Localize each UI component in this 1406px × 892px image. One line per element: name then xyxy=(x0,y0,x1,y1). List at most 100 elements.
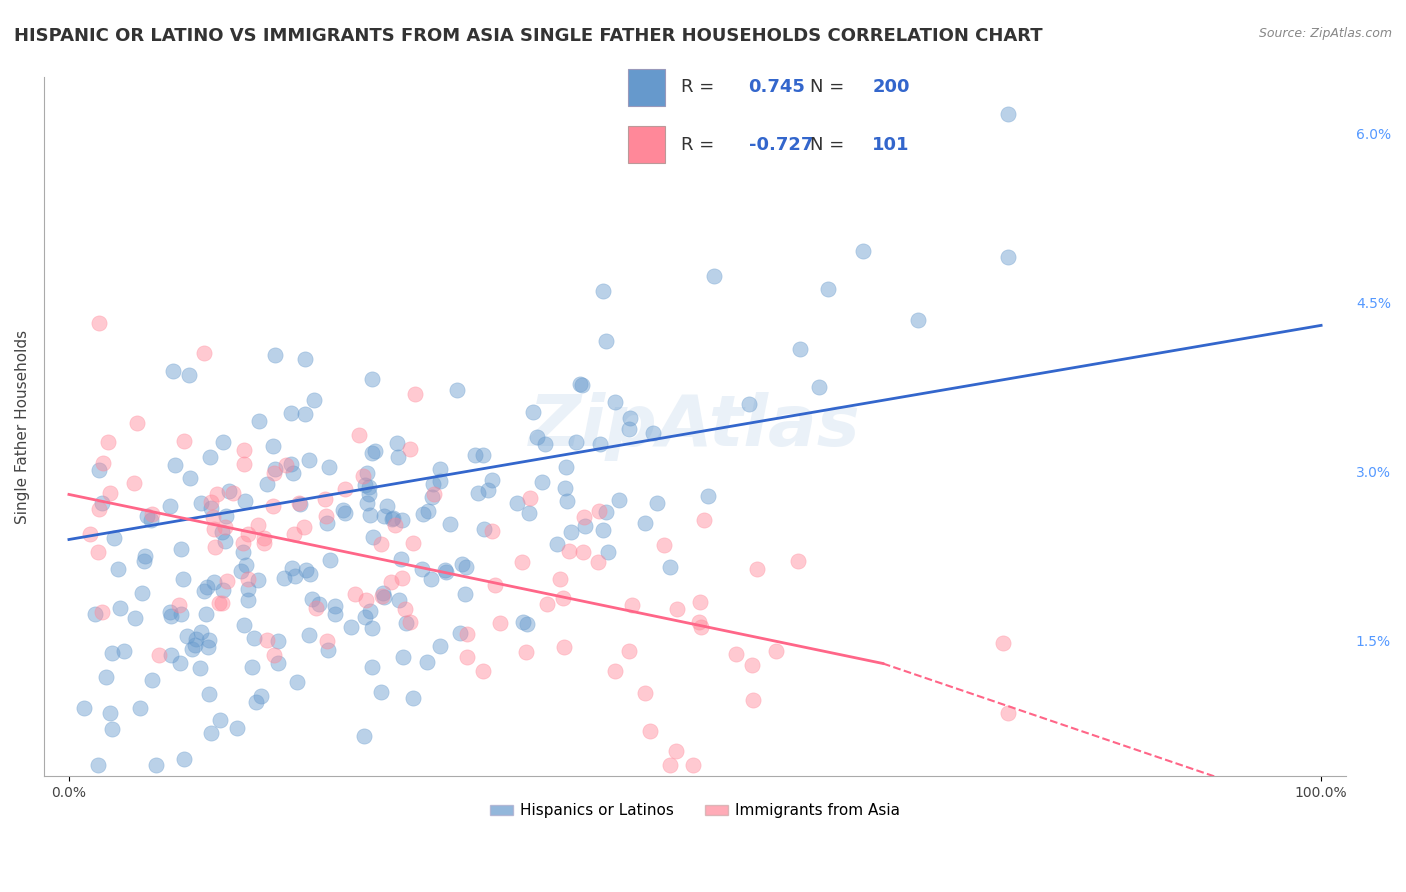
Point xyxy=(245,696,267,710)
Point xyxy=(98,486,121,500)
Point xyxy=(517,506,540,520)
Point xyxy=(392,649,415,664)
Point xyxy=(555,459,578,474)
Point xyxy=(352,469,374,483)
Point xyxy=(456,627,478,641)
Text: 101: 101 xyxy=(872,136,910,153)
Point xyxy=(180,641,202,656)
Point xyxy=(347,428,370,442)
Point xyxy=(741,657,763,672)
Text: N =: N = xyxy=(810,78,851,96)
Point xyxy=(94,670,117,684)
Point xyxy=(214,519,236,533)
Point xyxy=(333,506,356,520)
Point xyxy=(298,453,321,467)
Point xyxy=(603,395,626,409)
Point xyxy=(359,605,381,619)
Point xyxy=(634,516,657,530)
Point xyxy=(298,566,321,581)
Point xyxy=(724,647,747,661)
Point xyxy=(169,607,191,622)
Point xyxy=(200,495,222,509)
Point xyxy=(232,457,254,471)
Point xyxy=(173,752,195,766)
Point xyxy=(114,644,136,658)
Point xyxy=(370,685,392,699)
Point xyxy=(288,498,311,512)
Point xyxy=(256,632,278,647)
Point xyxy=(218,483,240,498)
Point xyxy=(211,524,233,539)
Text: Source: ZipAtlas.com: Source: ZipAtlas.com xyxy=(1258,27,1392,40)
Point xyxy=(353,610,375,624)
Point xyxy=(169,657,191,671)
Point xyxy=(519,491,541,505)
Point xyxy=(464,448,486,462)
Point xyxy=(359,508,381,522)
Point xyxy=(488,615,510,630)
Point xyxy=(236,527,259,541)
Point xyxy=(852,244,875,259)
Point xyxy=(246,518,269,533)
Point xyxy=(595,334,617,349)
Point xyxy=(481,524,503,538)
Point xyxy=(592,523,614,537)
Point xyxy=(373,585,395,599)
Point xyxy=(389,551,412,566)
Point xyxy=(163,458,186,473)
Point xyxy=(371,589,394,603)
Point xyxy=(382,510,405,524)
Point xyxy=(160,608,183,623)
Point xyxy=(765,644,787,658)
Point xyxy=(287,496,309,510)
Point xyxy=(472,448,495,462)
Point xyxy=(252,531,274,545)
Point xyxy=(439,517,461,532)
Point xyxy=(388,593,411,607)
Point xyxy=(233,443,256,458)
Point xyxy=(658,560,681,574)
Point xyxy=(262,500,284,514)
Point xyxy=(658,758,681,772)
Point xyxy=(515,645,537,659)
Point xyxy=(690,620,713,634)
Point xyxy=(516,616,538,631)
Point xyxy=(285,674,308,689)
Point xyxy=(240,659,263,673)
Point xyxy=(318,642,340,657)
Point xyxy=(198,687,221,701)
Point xyxy=(595,505,617,519)
Point xyxy=(247,414,270,428)
Point xyxy=(603,664,626,678)
Point xyxy=(394,615,416,630)
Point xyxy=(472,664,495,678)
Point xyxy=(546,536,568,550)
Point xyxy=(179,368,201,383)
Point xyxy=(598,544,620,558)
Point xyxy=(353,477,375,491)
Point xyxy=(141,507,163,521)
Point xyxy=(620,598,643,612)
Point xyxy=(305,601,328,615)
Point xyxy=(232,536,254,550)
Point xyxy=(568,376,591,391)
Point xyxy=(416,504,439,518)
Point xyxy=(280,406,302,420)
Text: HISPANIC OR LATINO VS IMMIGRANTS FROM ASIA SINGLE FATHER HOUSEHOLDS CORRELATION : HISPANIC OR LATINO VS IMMIGRANTS FROM AS… xyxy=(14,27,1043,45)
Point xyxy=(588,504,610,518)
Point xyxy=(316,633,339,648)
Point xyxy=(122,475,145,490)
Point xyxy=(697,489,720,503)
Point xyxy=(592,285,614,299)
Point xyxy=(179,471,201,485)
Point xyxy=(416,655,439,669)
Point xyxy=(87,758,110,772)
Point xyxy=(512,615,534,630)
Point xyxy=(399,615,422,629)
Point xyxy=(588,555,610,569)
Point xyxy=(160,648,183,663)
Point xyxy=(429,462,451,476)
Point xyxy=(423,487,446,501)
Point xyxy=(738,396,761,410)
Point xyxy=(364,444,387,458)
